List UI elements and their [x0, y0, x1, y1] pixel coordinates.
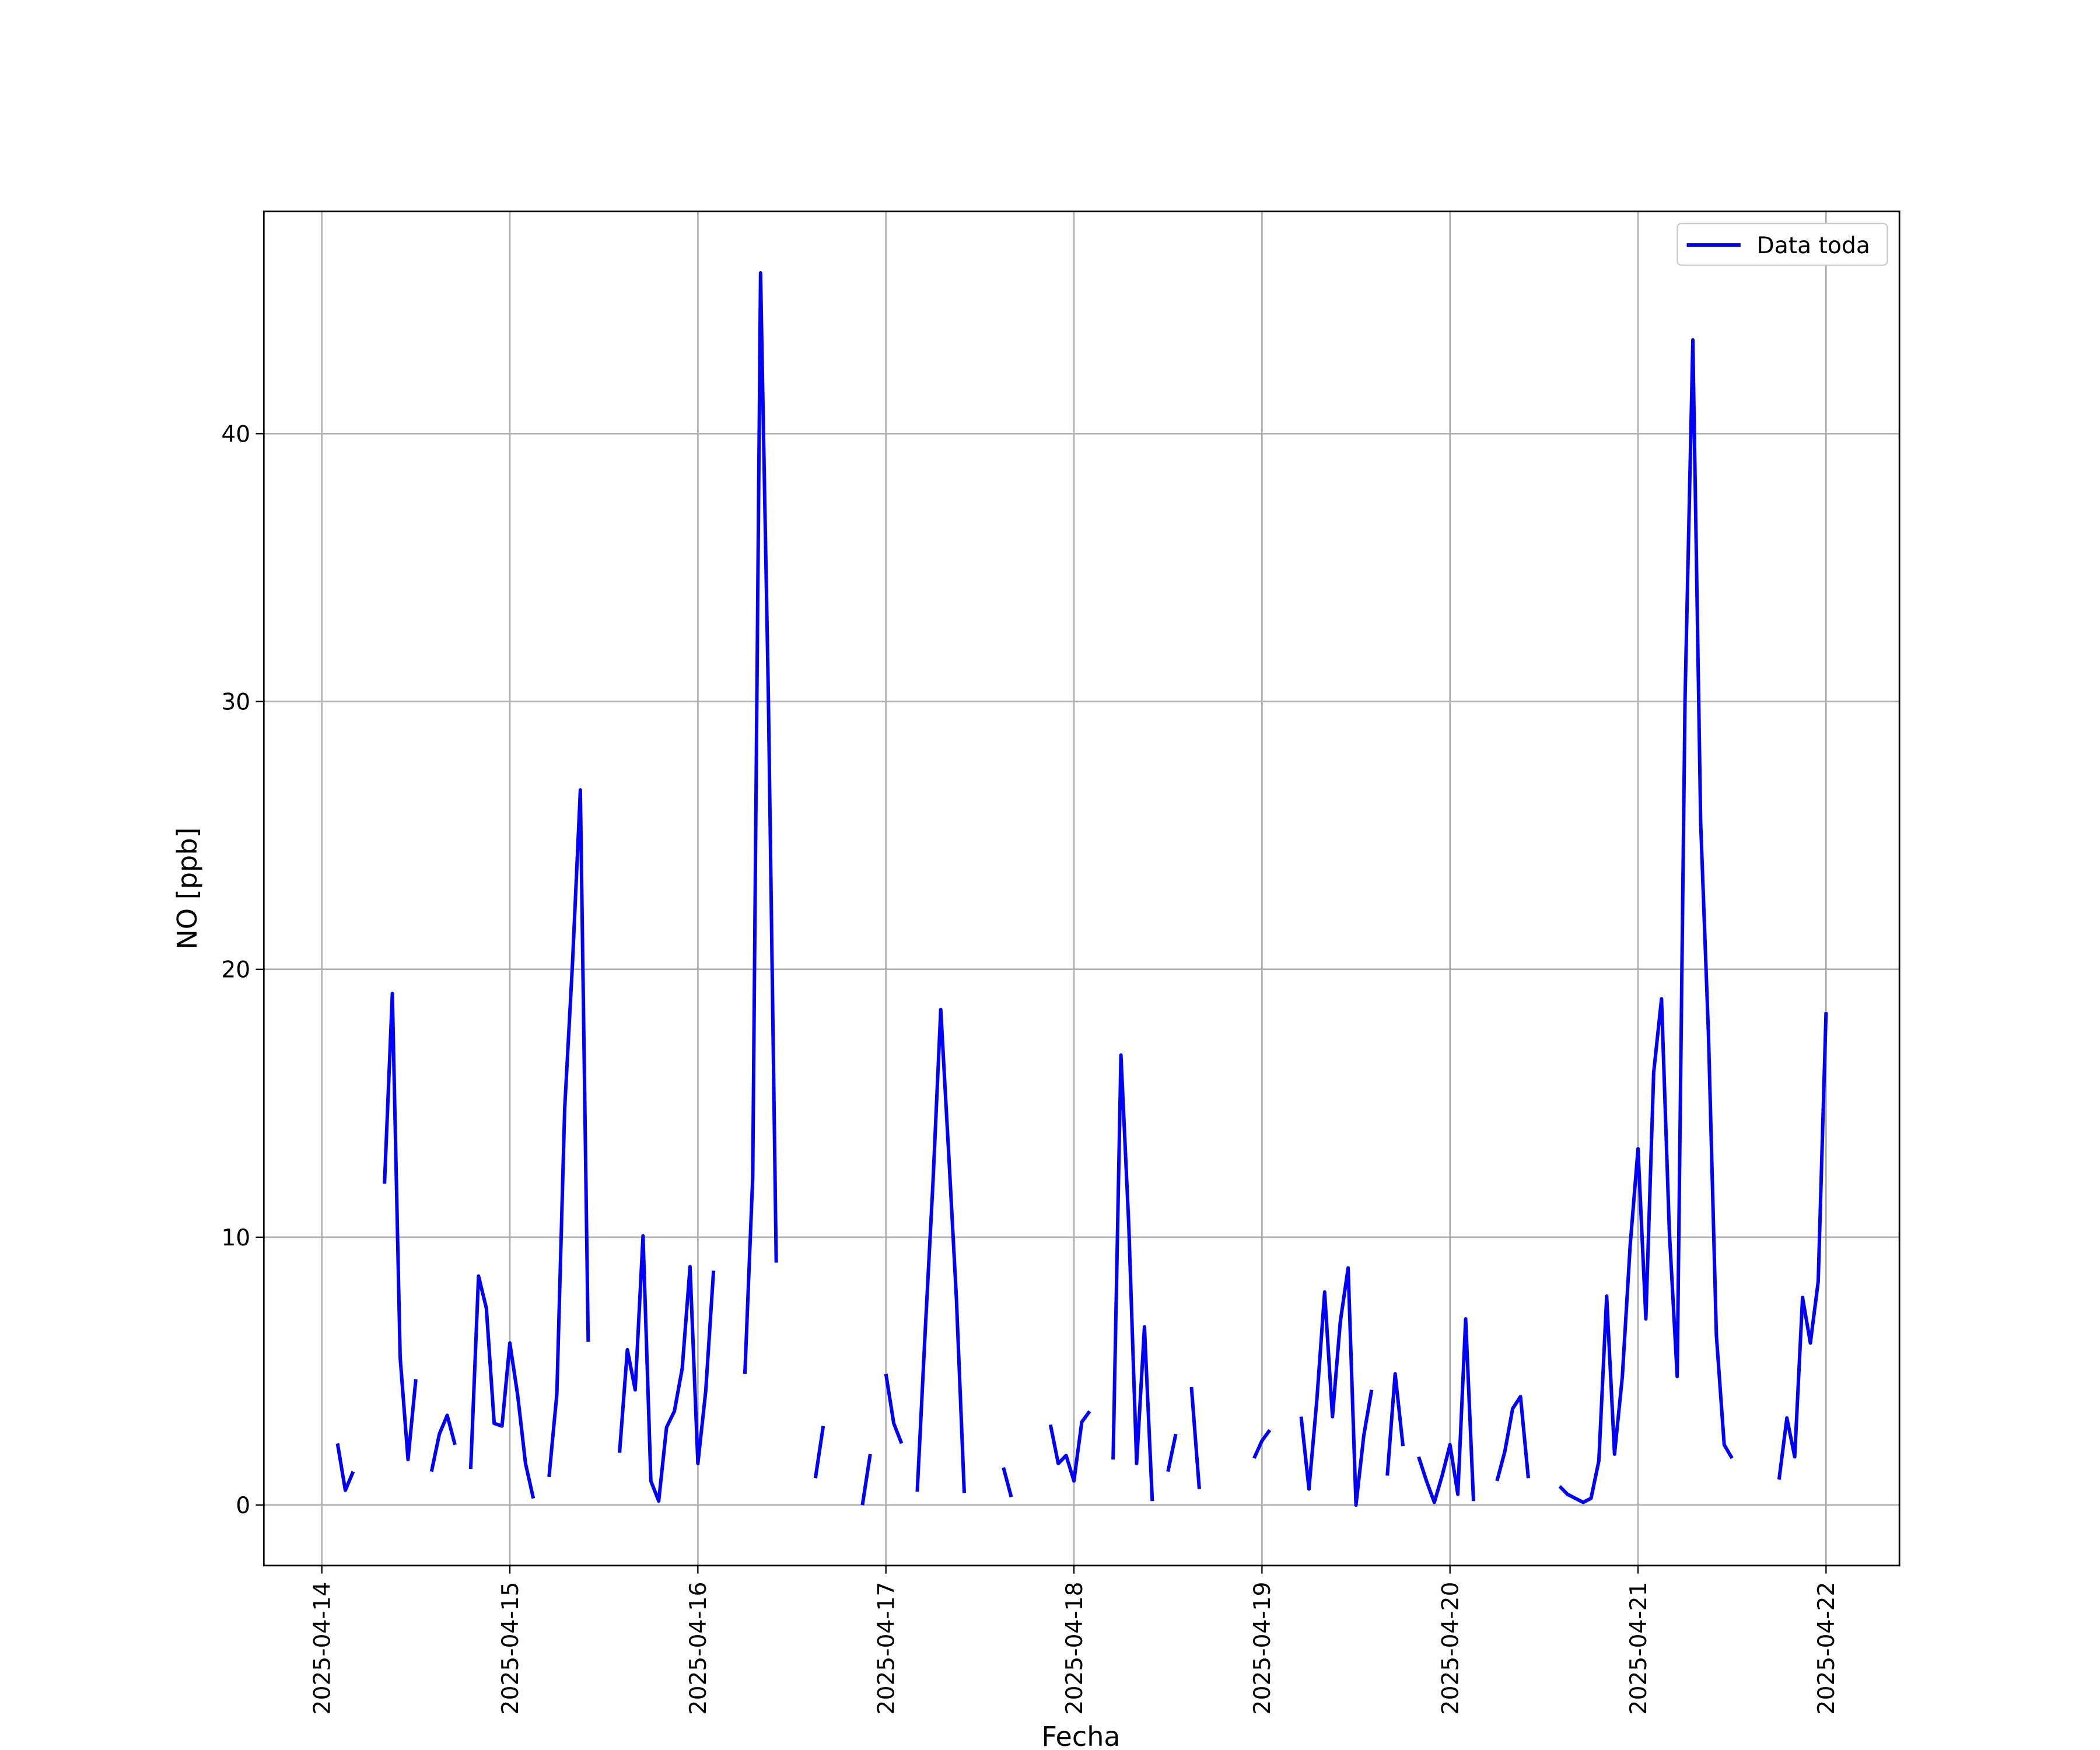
x-tick-label: 2025-04-21	[1626, 1582, 1652, 1715]
x-tick-label: 2025-04-15	[498, 1582, 524, 1715]
x-axis-label: Fecha	[1041, 1721, 1120, 1750]
x-tick-label: 2025-04-19	[1250, 1582, 1276, 1715]
legend-box	[1676, 222, 1888, 266]
plot-frame	[262, 210, 1901, 1567]
y-tick-label: 0	[236, 1493, 250, 1519]
x-tick-label: 2025-04-20	[1438, 1582, 1464, 1715]
x-tick-label: 2025-04-16	[685, 1582, 712, 1715]
y-axis-label: NO [ppb]	[172, 827, 203, 949]
x-tick-label: 2025-04-14	[310, 1582, 336, 1715]
legend-label: Data toda	[1757, 233, 1870, 259]
y-tick-label: 20	[221, 957, 250, 984]
data-line	[335, 271, 1828, 1507]
x-tick-label: 2025-04-22	[1814, 1582, 1840, 1715]
x-tick-label: 2025-04-17	[874, 1582, 900, 1715]
x-tick-label: 2025-04-18	[1062, 1582, 1088, 1715]
y-tick-label: 10	[221, 1225, 250, 1251]
legend: Data toda	[1676, 222, 1888, 266]
y-tick-label: 30	[221, 689, 250, 715]
y-tick-label: 40	[221, 421, 250, 447]
